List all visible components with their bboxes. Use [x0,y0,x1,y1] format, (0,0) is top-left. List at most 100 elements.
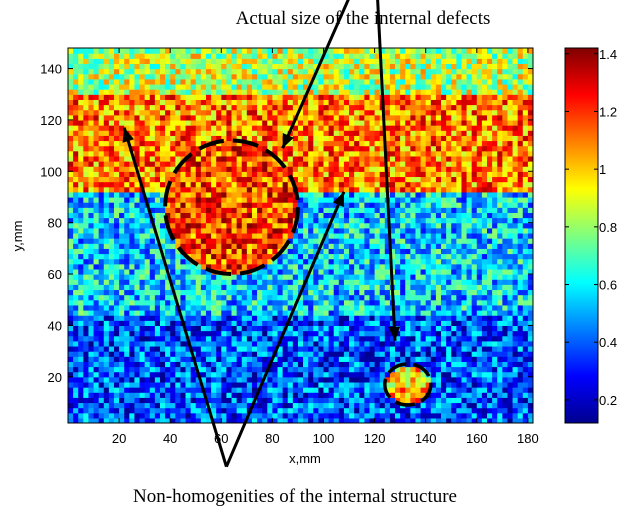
heatmap-cell [487,171,493,178]
heatmap-cell [124,325,130,332]
heatmap-cell [236,289,243,296]
heatmap-cell [343,309,350,316]
heatmap-cell [170,309,176,316]
heatmap-cell [231,217,238,224]
heatmap-cell [303,263,309,270]
heatmap-cell [517,376,524,383]
heatmap-cell [497,232,503,239]
heatmap-cell [267,222,273,229]
heatmap-cell [257,166,263,172]
heatmap-cell [226,161,233,167]
heatmap-cell [211,207,217,213]
heatmap-cell [180,263,187,270]
heatmap-cell [318,284,325,291]
heatmap-cell [343,320,350,326]
heatmap-cell [190,140,197,147]
heatmap-cell [522,407,529,414]
heatmap-cell [400,274,406,280]
heatmap-cell [88,202,95,208]
heatmap-cell [139,284,146,291]
heatmap-cell [328,207,335,213]
heatmap-cell [180,407,187,414]
heatmap-cell [226,222,233,229]
heatmap-cell [165,387,171,393]
heatmap-cell [522,181,529,188]
heatmap-cell [113,248,120,255]
heatmap-cell [461,412,468,419]
heatmap-cell [211,289,217,296]
heatmap-cell [476,258,483,265]
heatmap-cell [267,340,273,347]
heatmap-cell [124,227,130,234]
heatmap-cell [410,217,417,224]
heatmap-cell [93,217,100,224]
heatmap-cell [313,376,319,383]
heatmap-cell [354,376,360,383]
heatmap-cell [430,356,437,362]
heatmap-cell [359,161,365,167]
heatmap-cell [108,150,115,157]
heatmap-cell [461,196,468,203]
heatmap-cell [435,202,442,208]
heatmap-cell [338,376,345,383]
heatmap-cell [466,392,473,398]
heatmap-cell [517,407,524,414]
heatmap-cell [73,253,79,260]
heatmap-cell [149,304,156,311]
heatmap-cell [83,145,90,152]
heatmap-cell [420,253,427,260]
heatmap-cell [113,279,120,285]
heatmap-cell [400,248,406,255]
heatmap-cell [343,202,350,208]
heatmap-cell [297,402,304,409]
heatmap-cell [354,212,360,219]
heatmap-cell [149,268,156,275]
heatmap-cell [446,155,452,162]
heatmap-cell [154,402,161,409]
heatmap-cell [154,335,161,342]
heatmap-cell [527,407,533,414]
heatmap-cell [282,315,289,321]
heatmap-cell [236,207,243,213]
heatmap-cell [512,253,519,260]
heatmap-cell [267,325,273,332]
heatmap-cell [134,392,141,398]
heatmap-cell [200,299,207,306]
heatmap-cell [257,320,263,326]
heatmap-cell [435,299,442,306]
heatmap-cell [476,155,483,162]
heatmap-cell [446,351,452,357]
heatmap-cell [236,417,243,423]
heatmap-cell [73,232,79,239]
heatmap-cell [507,274,514,280]
heatmap-cell [303,330,309,337]
heatmap-cell [98,325,105,332]
heatmap-cell [124,196,130,203]
heatmap-cell [507,222,514,229]
heatmap-cell [277,412,284,419]
heatmap-cell [333,140,340,147]
heatmap-cell [78,284,84,291]
heatmap-cell [359,407,365,414]
heatmap-cell [318,279,325,285]
heatmap-cell [343,161,350,167]
heatmap-cell [119,351,125,357]
heatmap-cell [308,371,314,378]
heatmap-cell [88,397,95,404]
heatmap-cell [108,309,115,316]
heatmap-cell [359,315,365,321]
heatmap-cell [241,253,248,260]
heatmap-cell [333,268,340,275]
heatmap-cell [246,284,253,291]
heatmap-cell [415,325,422,332]
heatmap-cell [303,253,309,260]
heatmap-cell [415,412,422,419]
heatmap-cell [517,258,524,265]
heatmap-cell [251,340,258,347]
heatmap-cell [180,258,187,265]
heatmap-cell [93,145,100,152]
heatmap-cell [149,176,156,183]
heatmap-cell [405,392,411,398]
heatmap-cell [272,304,279,311]
heatmap-cell [512,412,519,419]
